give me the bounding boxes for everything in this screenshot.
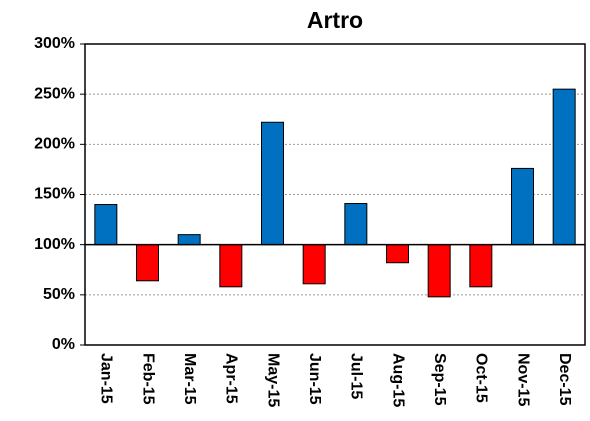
- chart-title: Artro: [307, 7, 363, 33]
- x-tick-label: Mar-15: [181, 353, 198, 405]
- y-tick-label: 250%: [34, 85, 75, 102]
- bar: [177, 234, 201, 246]
- bar: [344, 203, 368, 246]
- y-tick-label: 0%: [52, 336, 75, 353]
- x-tick-label: Jul-15: [348, 353, 365, 399]
- y-tick-label: 50%: [43, 286, 75, 303]
- x-tick-label: Apr-15: [223, 353, 240, 404]
- x-tick-label: Jan-15: [98, 353, 115, 404]
- y-tick-label: 150%: [34, 186, 75, 203]
- bar: [136, 244, 159, 282]
- y-tick-label: 100%: [34, 236, 75, 253]
- bar: [302, 244, 326, 285]
- bar: [511, 167, 534, 246]
- x-tick-label: Sep-15: [431, 353, 448, 406]
- y-tick-label: 300%: [34, 35, 75, 52]
- bar: [469, 244, 493, 288]
- bar: [552, 88, 576, 246]
- x-tick-label: Aug-15: [389, 353, 406, 407]
- x-tick-label: Nov-15: [514, 353, 531, 406]
- bar: [94, 204, 118, 246]
- y-tick-label: 200%: [34, 136, 75, 153]
- bar: [386, 244, 409, 264]
- x-tick-label: Jun-15: [306, 353, 323, 405]
- x-tick-label: May-15: [264, 353, 281, 407]
- bar: [219, 244, 243, 288]
- x-tick-label: Feb-15: [139, 353, 156, 405]
- bar: [261, 121, 284, 246]
- x-tick-label: Dec-15: [556, 353, 573, 406]
- plot-border: [84, 43, 586, 346]
- bar: [427, 244, 451, 298]
- x-tick-label: Oct-15: [473, 353, 490, 403]
